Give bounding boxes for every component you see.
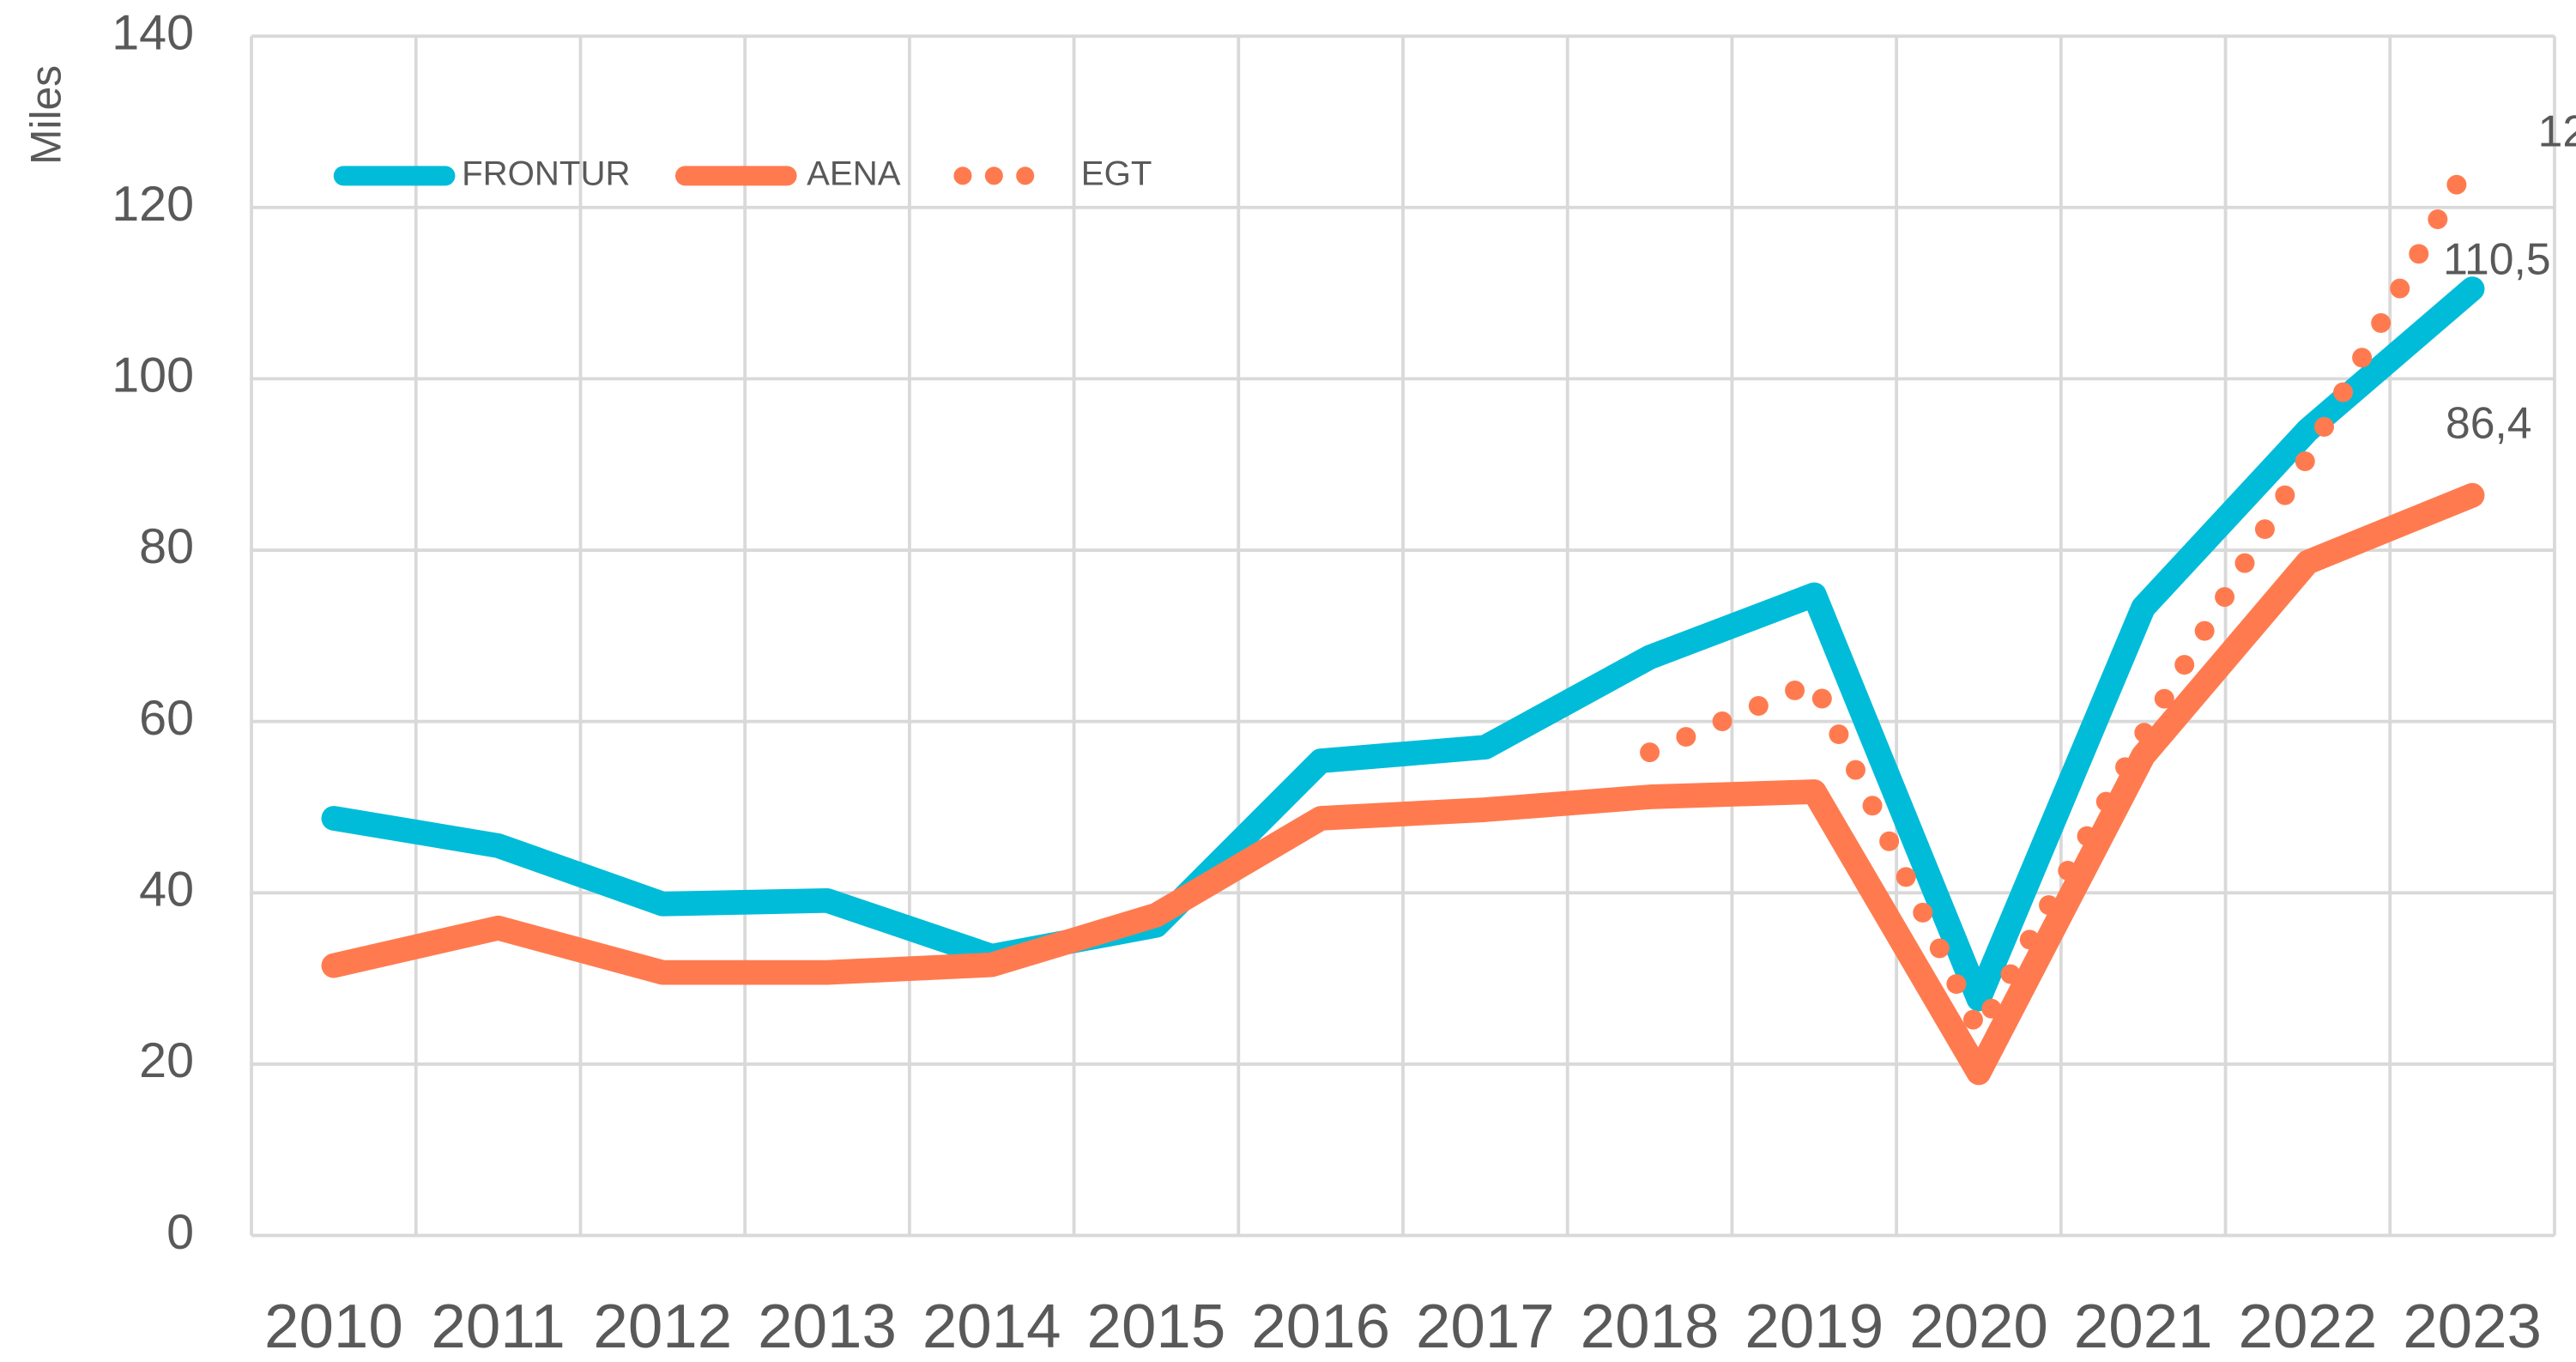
legend-label: EGT bbox=[1081, 154, 1152, 192]
series-line bbox=[321, 482, 2485, 1086]
legend-label: FRONTUR bbox=[462, 154, 630, 192]
y-tick-label: 40 bbox=[139, 862, 194, 917]
x-tick-label: 2015 bbox=[1087, 1292, 1226, 1361]
x-tick-label: 2017 bbox=[1416, 1292, 1555, 1361]
x-tick-label: 2011 bbox=[431, 1292, 565, 1361]
y-axis-label: Miles bbox=[22, 65, 70, 165]
x-tick-label: 2012 bbox=[593, 1292, 732, 1361]
x-tick-label: 2018 bbox=[1581, 1292, 1720, 1361]
series-line bbox=[1640, 146, 2482, 1042]
data-label: 86,4 bbox=[2446, 397, 2532, 447]
y-tick-label: 60 bbox=[139, 691, 194, 746]
x-tick-label: 2014 bbox=[922, 1292, 1061, 1361]
y-tick-label: 0 bbox=[166, 1205, 194, 1260]
y-tick-label: 120 bbox=[112, 177, 194, 232]
data-label: 126 bbox=[2538, 106, 2576, 156]
x-tick-label: 2019 bbox=[1745, 1292, 1884, 1361]
x-tick-label: 2021 bbox=[2074, 1292, 2213, 1361]
y-tick-label: 100 bbox=[112, 348, 194, 403]
data-label: 110,5 bbox=[2443, 234, 2550, 284]
y-tick-label: 80 bbox=[139, 519, 194, 574]
legend-label: AENA bbox=[807, 154, 901, 192]
x-tick-label: 2023 bbox=[2403, 1292, 2542, 1361]
x-tick-label: 2010 bbox=[264, 1292, 403, 1361]
x-tick-label: 2016 bbox=[1251, 1292, 1390, 1361]
x-tick-label: 2013 bbox=[758, 1292, 897, 1361]
y-tick-label: 20 bbox=[139, 1033, 194, 1088]
x-tick-label: 2022 bbox=[2238, 1292, 2377, 1361]
y-tick-label: 140 bbox=[112, 5, 194, 60]
x-tick-label: 2020 bbox=[1909, 1292, 2048, 1361]
series-line bbox=[321, 276, 2485, 1012]
